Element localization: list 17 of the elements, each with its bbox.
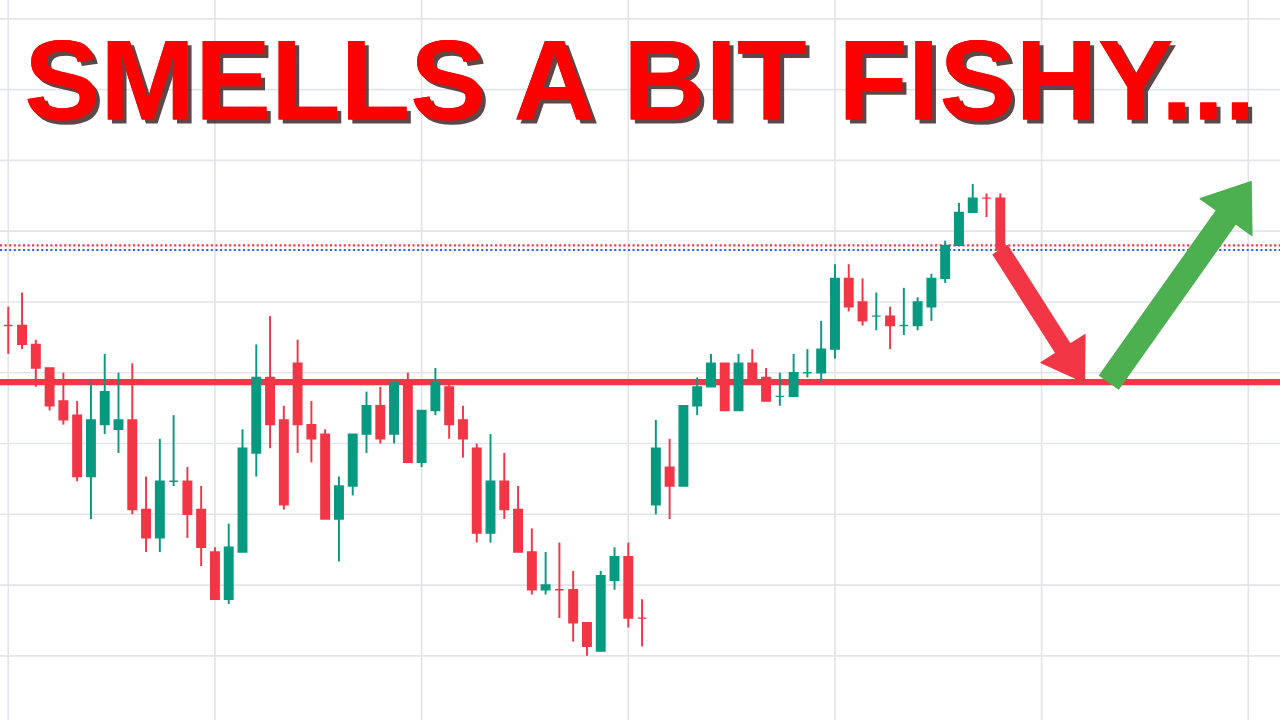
candlestick xyxy=(692,376,703,417)
candlestick xyxy=(664,437,675,520)
candlestick xyxy=(788,352,799,398)
candlestick xyxy=(912,296,923,332)
candlestick xyxy=(306,400,317,464)
candlestick xyxy=(705,352,716,388)
candlestick xyxy=(609,546,620,591)
candlestick xyxy=(857,277,868,327)
candlestick xyxy=(885,305,896,351)
chart-title: SMELLS A BIT FISHY... xyxy=(27,39,1253,125)
candlestick xyxy=(540,551,551,596)
candlestick xyxy=(17,291,28,351)
candlestick xyxy=(816,319,827,384)
candlestick xyxy=(113,371,124,454)
candlestick xyxy=(457,404,468,459)
candlestick xyxy=(967,183,978,214)
candlestick xyxy=(581,621,592,657)
